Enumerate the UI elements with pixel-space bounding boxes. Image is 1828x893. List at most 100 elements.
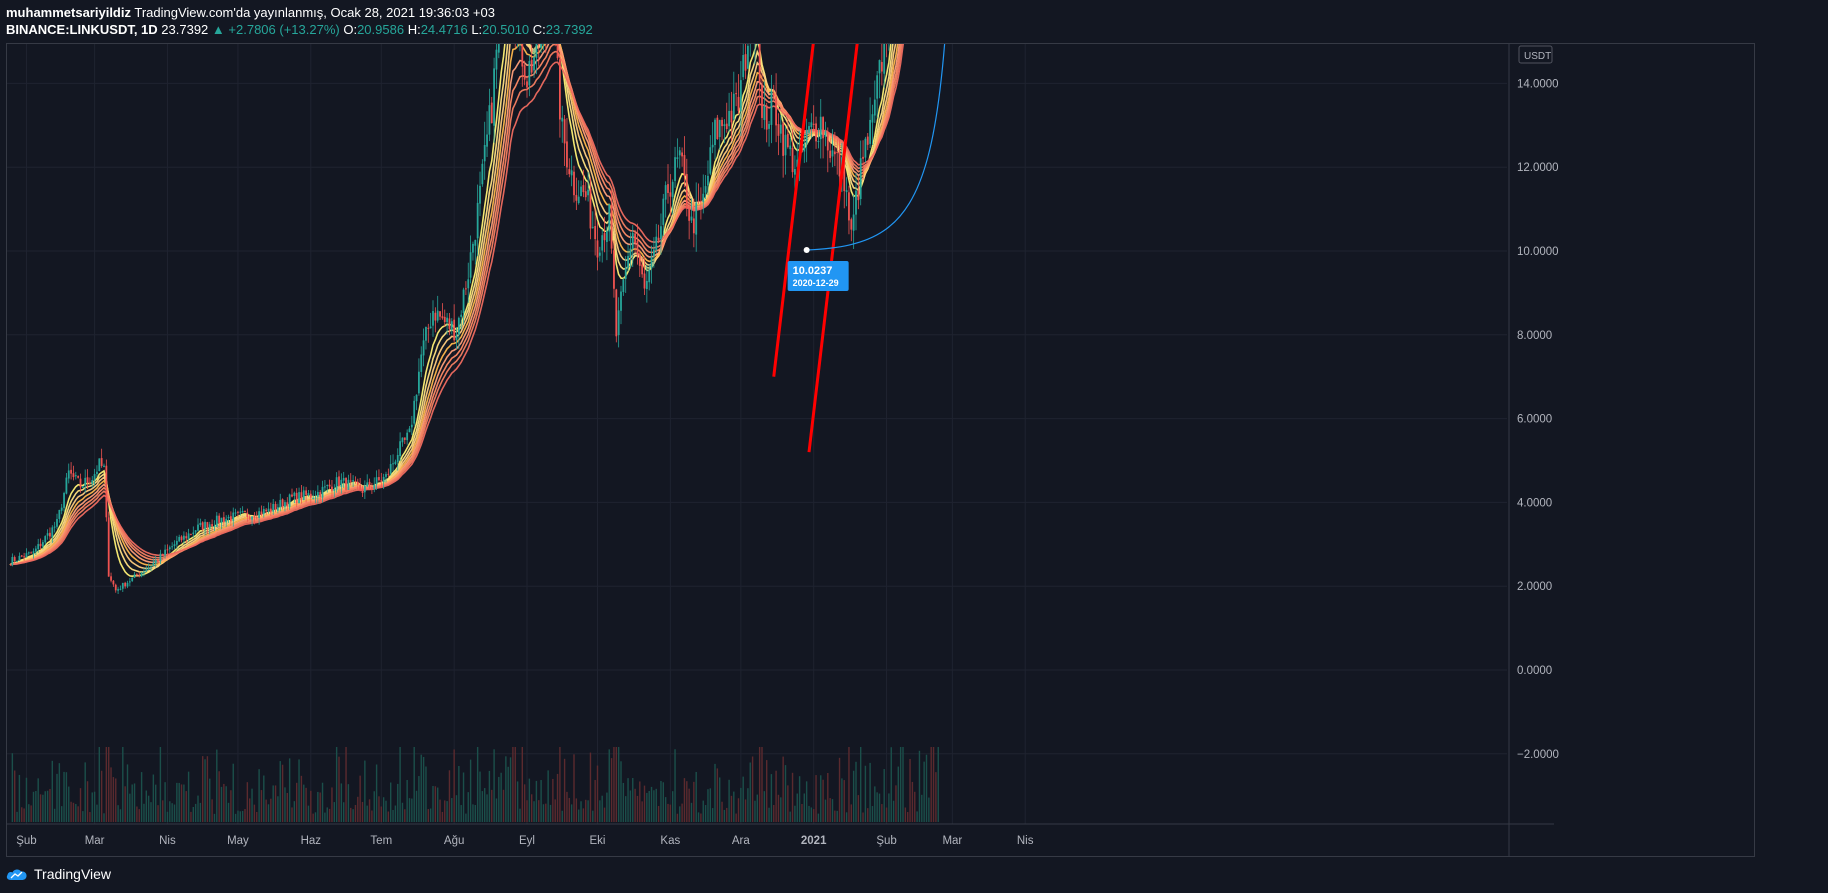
volume-bar [686, 781, 688, 822]
candle-body [211, 524, 213, 527]
tradingview-logo[interactable]: TradingView [6, 866, 111, 882]
volume-bar [730, 795, 733, 822]
candle-body [396, 454, 399, 462]
candle-body [556, 44, 559, 59]
y-tick-label: 8.0000 [1517, 330, 1552, 342]
author-name[interactable]: muhammetsariyildiz [6, 5, 131, 20]
candle-body [723, 124, 726, 127]
candle-body [39, 543, 42, 547]
candle-body [56, 519, 58, 527]
volume-bar [676, 813, 679, 822]
volume-bar [394, 805, 397, 822]
candle-body [206, 522, 209, 529]
volume-bar [171, 803, 173, 822]
candle-body [880, 61, 883, 72]
candle-body [98, 458, 101, 472]
candle-body [789, 145, 792, 150]
candle-body [702, 193, 705, 203]
candle-body [335, 477, 338, 490]
volume-bar [140, 772, 143, 822]
candle-body [768, 123, 770, 129]
volume-bar [813, 809, 815, 822]
candle-body [669, 192, 672, 197]
volume-bar [641, 801, 643, 822]
candle-body [829, 150, 832, 159]
volume-bar [766, 760, 768, 822]
volume-bar [472, 804, 474, 822]
candle-body [307, 493, 310, 496]
candle-body [220, 517, 223, 523]
candle-body [653, 249, 655, 257]
volume-bar [408, 798, 411, 822]
volume-bar [578, 809, 580, 822]
volume-bar [845, 812, 848, 822]
volume-bar [888, 793, 890, 822]
volume-bar [338, 756, 340, 822]
volume-bar [871, 806, 874, 822]
candle-body [244, 511, 246, 513]
volume-bar [58, 763, 61, 822]
candle-body [324, 486, 326, 488]
volume-bar [263, 775, 265, 822]
candle-body [328, 484, 331, 487]
volume-bar [707, 789, 709, 822]
candle-body [855, 190, 857, 215]
volume-bar [11, 753, 14, 822]
volume-bar [213, 813, 216, 822]
candle-body [262, 508, 265, 515]
volume-bar [458, 766, 460, 822]
candle-body [234, 512, 237, 514]
x-tick-label: May [227, 835, 249, 847]
volume-bar [526, 800, 528, 822]
volume-bar [249, 798, 251, 822]
candle-body [185, 536, 188, 539]
volume-bar [876, 792, 878, 822]
volume-bar [838, 757, 841, 822]
volume-bar [42, 794, 44, 822]
volume-bar [862, 812, 864, 822]
candle-body [178, 536, 181, 542]
volume-bar [223, 783, 225, 822]
volume-bar [834, 810, 836, 822]
volume-bar [253, 804, 256, 822]
volume-bar [500, 772, 502, 822]
close-label: C: [532, 22, 546, 37]
candle-body [368, 481, 371, 488]
candle-body [817, 141, 820, 143]
volume-bar [556, 773, 559, 822]
volume-bar [441, 811, 444, 822]
candle-body [876, 75, 879, 99]
volume-bar [307, 805, 310, 822]
volume-bar [918, 750, 921, 822]
candle-body [251, 516, 253, 520]
volume-bar [552, 778, 554, 822]
candle-body [410, 424, 413, 428]
x-tick-label: Tem [370, 835, 392, 847]
candle-body [107, 517, 110, 577]
candle-body [601, 235, 604, 251]
volume-bar [843, 780, 845, 822]
volume-bar [594, 780, 596, 822]
volume-bar [646, 792, 648, 822]
volume-bar [930, 747, 932, 822]
volume-bar [183, 784, 185, 822]
volume-bar [288, 758, 291, 822]
candle-body [636, 240, 639, 256]
volume-bar [187, 771, 190, 822]
volume-bar [434, 786, 437, 822]
volume-bar [824, 799, 827, 822]
candle-body [537, 44, 540, 45]
candle-body [535, 44, 538, 58]
candle-body [241, 510, 244, 513]
candle-body [253, 515, 256, 518]
candle-body [399, 441, 401, 457]
volume-bar [293, 801, 296, 822]
volume-bar [437, 787, 439, 822]
volume-bar [425, 766, 427, 822]
candle-body [570, 170, 573, 176]
volume-bar [735, 813, 737, 822]
volume-bar [82, 811, 84, 822]
volume-bar [100, 770, 103, 822]
